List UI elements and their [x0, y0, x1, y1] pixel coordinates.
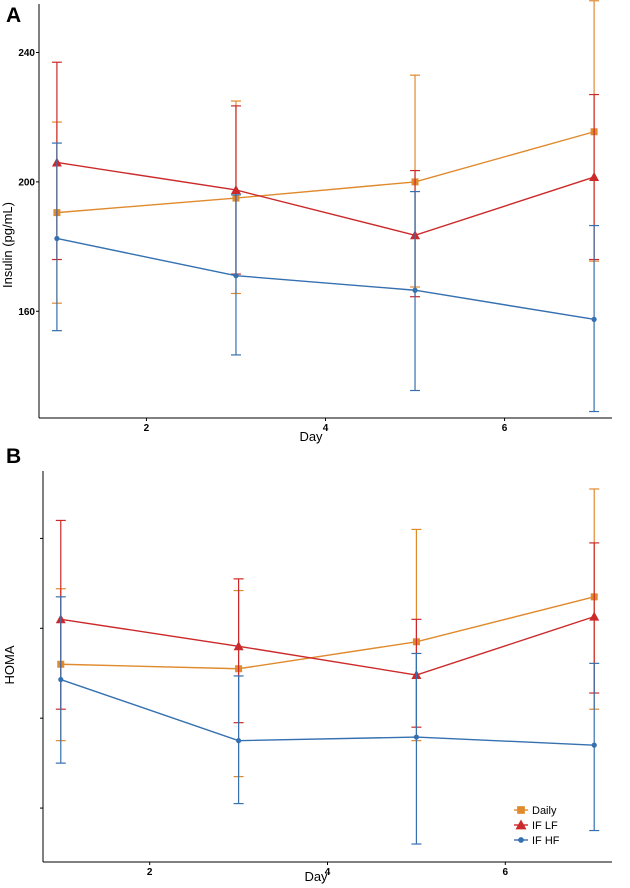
legend-marker [517, 806, 525, 814]
series-line [60, 596, 595, 670]
data-point [233, 641, 244, 651]
data-point [230, 184, 241, 194]
legend-marker [515, 819, 527, 830]
data-point [412, 287, 418, 293]
legend-item: IF HF [514, 835, 560, 847]
x-tick-label: 2 [144, 423, 150, 434]
legend-marker [518, 837, 524, 843]
x-tick-label: 4 [323, 423, 329, 434]
legend-item: IF LF [514, 819, 558, 832]
series-daily [51, 0, 600, 304]
series-line [60, 678, 595, 746]
data-point [413, 734, 420, 740]
panel-label: A [6, 4, 21, 27]
y-tick-label: 160 [18, 307, 35, 318]
series-if-lf [51, 61, 600, 298]
y-axis-title: HOMA [2, 645, 17, 684]
x-tick-label: 4 [325, 867, 331, 878]
legend-label: IF HF [532, 835, 560, 847]
legend-label: IF LF [532, 820, 558, 832]
y-axis-title: Insulin (pg/mL) [0, 202, 15, 288]
series-if-hf [55, 596, 600, 845]
legend-item: Daily [514, 805, 557, 817]
x-tick-label: 2 [147, 867, 153, 878]
x-axis-title: Day [304, 869, 328, 884]
series-daily [55, 488, 600, 778]
panel-label: B [6, 445, 21, 468]
series-line [56, 161, 595, 236]
data-point [54, 235, 60, 242]
series-line [56, 237, 595, 321]
legend-label: Daily [532, 805, 557, 817]
data-point [589, 611, 600, 621]
data-point [589, 172, 600, 182]
data-point [591, 742, 597, 748]
x-tick-label: 6 [503, 867, 509, 878]
series-line [60, 615, 595, 676]
series-if-hf [51, 142, 600, 413]
data-point [233, 273, 239, 279]
x-tick-label: 6 [502, 423, 508, 434]
series-line [56, 131, 595, 214]
data-point [591, 316, 597, 322]
legend: Daily IF LF IF HF [514, 805, 560, 847]
data-point [58, 676, 64, 683]
data-point [235, 738, 242, 744]
chart-panel-B: B 2 4 6 Day HOMA Daily IF LF IF HF [2, 445, 612, 884]
chart-panel-A: A 2 4 6 160 200 240 Day Insulin (pg/mL) [0, 0, 612, 444]
y-tick-label: 200 [18, 177, 35, 188]
y-tick-label: 240 [18, 48, 35, 59]
x-axis-title: Day [299, 429, 323, 444]
series-if-lf [55, 519, 600, 728]
